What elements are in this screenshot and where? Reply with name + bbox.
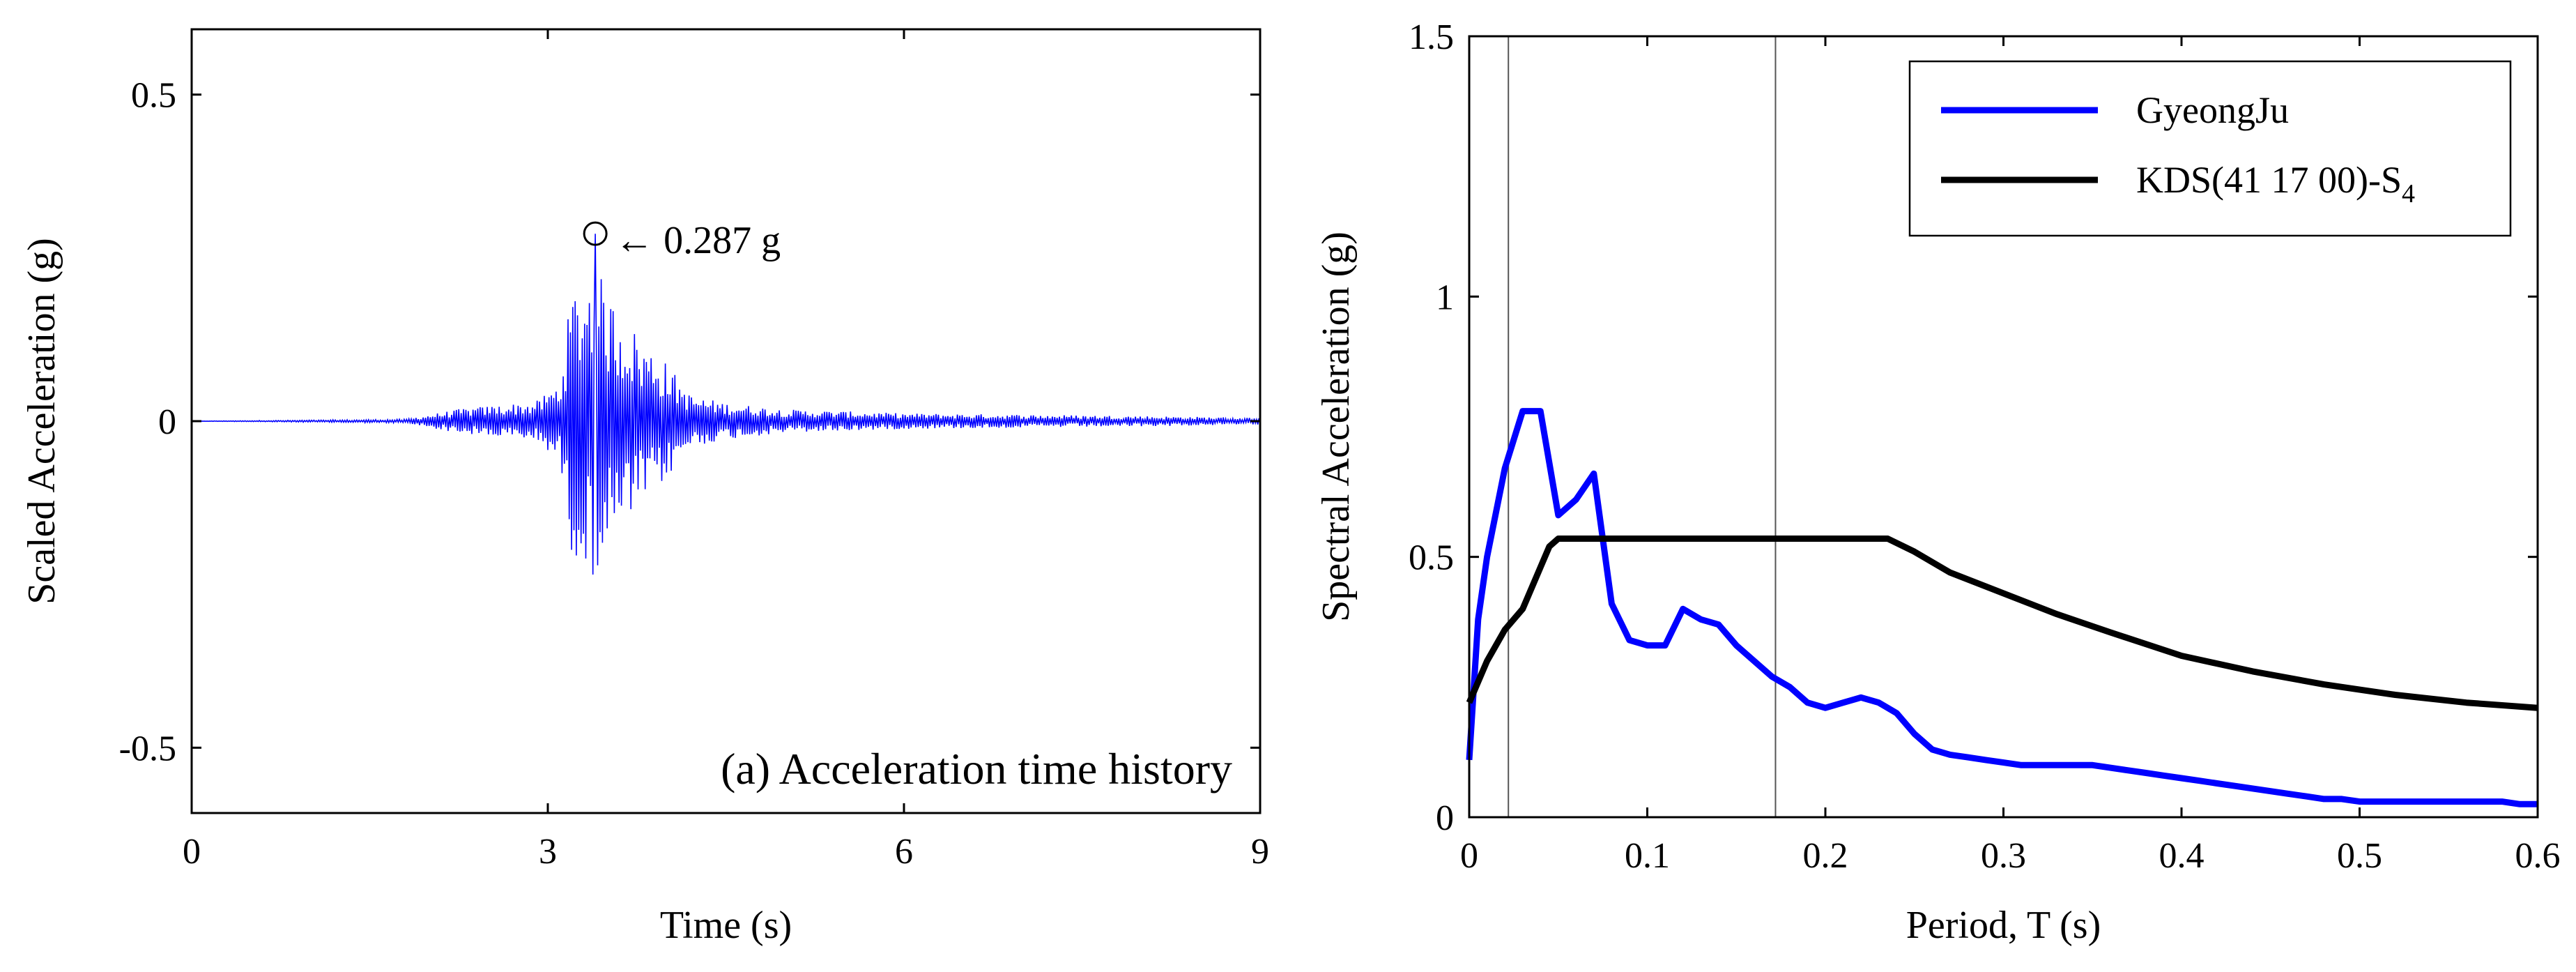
right-y-tick-label: 1 <box>1436 278 1454 317</box>
legend: GyeongJu KDS(41 17 00)-S4 <box>1908 60 2512 237</box>
right-x-tick-label: 0 <box>1460 836 1478 876</box>
left-x-axis-title: Time (s) <box>660 904 792 947</box>
right-y-tick-labels: 0 0.5 1 1.5 <box>1409 17 1454 838</box>
gyeongju-spectrum-line <box>1466 408 2538 807</box>
left-plot-content <box>192 234 1261 575</box>
right-x-axis-title: Period, T (s) <box>1906 904 2101 947</box>
left-x-tick-label: 0 <box>183 832 201 872</box>
right-y-tick-label: 0.5 <box>1409 538 1454 578</box>
peak-annotation: ← 0.287 g <box>615 219 781 262</box>
left-y-tick-label: -0.5 <box>119 729 176 768</box>
right-x-tick-label: 0.1 <box>1625 836 1670 876</box>
response-spectrum-panel: 0 0.1 0.2 0.3 0.4 0.5 0.6 0 0.5 1 1.5 Period, T (… <box>1314 17 2561 947</box>
right-x-tick-label: 0.4 <box>2159 836 2205 876</box>
left-ticks <box>190 29 1262 813</box>
left-x-tick-label: 3 <box>539 832 557 872</box>
right-y-tick-label: 1.5 <box>1409 17 1454 57</box>
legend-label-kds-subscript: 4 <box>2402 179 2415 208</box>
right-x-tick-label: 0.2 <box>1803 836 1848 876</box>
right-x-tick-label: 0.3 <box>1981 836 2026 876</box>
right-ticks <box>1468 35 2539 819</box>
legend-label-gyeongju: GyeongJu <box>2136 89 2289 131</box>
left-x-tick-labels: 0 3 6 9 <box>183 832 1269 872</box>
left-x-tick-label: 9 <box>1251 832 1269 872</box>
legend-box <box>1908 60 2512 237</box>
left-y-tick-label: 0 <box>158 402 176 442</box>
right-x-tick-label: 0.6 <box>2515 836 2561 876</box>
legend-label-kds-main: KDS(41 17 00)-S <box>2136 159 2402 201</box>
left-y-tick-labels: -0.5 0 0.5 <box>119 76 176 769</box>
kds-design-spectrum-line <box>1466 536 2538 711</box>
right-y-tick-label: 0 <box>1436 798 1454 838</box>
left-panel-title: (a) Acceleration time history <box>721 744 1232 793</box>
right-x-tick-label: 0.5 <box>2337 836 2382 876</box>
left-x-tick-label: 6 <box>895 832 913 872</box>
right-y-axis-title: Spectral Acceleration (g) <box>1314 231 1358 622</box>
acceleration-time-history-panel: 0 3 6 9 -0.5 0 0.5 Time (s) Scaled Accelerati… <box>20 28 1269 947</box>
right-plot-content <box>1466 408 2538 807</box>
peak-marker <box>583 221 608 246</box>
right-reference-lines <box>1508 36 1777 817</box>
acceleration-series-line <box>192 234 1261 575</box>
legend-label-kds: KDS(41 17 00)-S4 <box>2136 159 2415 208</box>
left-y-axis-title: Scaled Acceleration (g) <box>20 238 63 605</box>
left-y-tick-label: 0.5 <box>131 76 176 116</box>
right-x-tick-labels: 0 0.1 0.2 0.3 0.4 0.5 0.6 <box>1460 836 2561 876</box>
